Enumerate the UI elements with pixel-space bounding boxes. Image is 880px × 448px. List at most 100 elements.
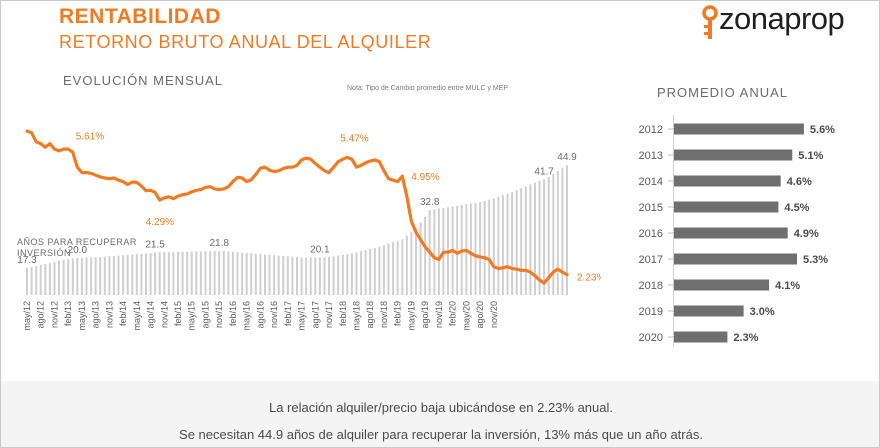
return-annotation: 5.47% <box>340 133 368 144</box>
return-annotation: 5.61% <box>76 131 104 142</box>
annual-category-label: 2018 <box>639 280 663 292</box>
years-bar <box>53 261 56 295</box>
years-bar <box>419 222 422 295</box>
years-bar <box>355 252 358 295</box>
years-bar <box>424 216 427 295</box>
monthly-section-label: EVOLUCIÓN MENSUAL <box>63 73 224 88</box>
years-bar <box>373 247 376 295</box>
years-value-label: 17.3 <box>17 255 37 266</box>
years-bar <box>259 254 262 295</box>
years-value-label: 21.5 <box>145 240 165 251</box>
x-tick-label: nov/20 <box>489 301 499 328</box>
years-bar <box>158 252 161 295</box>
x-tick-label: may/12 <box>22 301 32 331</box>
years-bar <box>305 257 308 295</box>
annual-value-label: 5.6% <box>810 124 835 136</box>
years-value-label: 21.8 <box>209 238 229 249</box>
years-bar <box>328 256 330 295</box>
x-tick-label: nov/17 <box>324 301 334 328</box>
x-tick-label: ago/20 <box>475 301 485 329</box>
years-value-label: 20.1 <box>310 244 330 255</box>
years-bar <box>245 253 248 295</box>
annual-category-label: 2016 <box>639 228 663 240</box>
years-bar <box>520 188 523 295</box>
years-bar <box>122 255 125 295</box>
annual-bar-chart: 2012 5.6% 2013 5.1% 2014 4.6% 2015 4.5% 2016 4.9%… <box>639 115 835 347</box>
years-bar <box>264 254 266 295</box>
years-bar <box>44 263 47 295</box>
annual-category-label: 2020 <box>639 332 663 344</box>
return-annotation: 4.29% <box>146 217 174 228</box>
years-bar <box>227 251 230 295</box>
years-bar <box>300 257 303 295</box>
years-bar <box>405 235 408 295</box>
years-bar <box>145 253 147 295</box>
years-bar <box>529 184 532 295</box>
years-bar <box>506 193 509 295</box>
years-bar <box>382 245 385 295</box>
years-bar <box>163 252 166 295</box>
years-value-label: 32.8 <box>420 197 440 208</box>
years-bar <box>80 257 83 295</box>
annual-value-label: 3.0% <box>750 306 775 318</box>
x-tick-label: feb/14 <box>118 301 128 326</box>
page-title: RENTABILIDAD <box>59 5 221 28</box>
years-bar <box>67 259 70 295</box>
annual-category-label: 2015 <box>639 202 663 214</box>
years-bar <box>218 251 221 295</box>
x-tick-label: nov/16 <box>269 301 279 328</box>
years-value-label: 41.7 <box>534 166 554 177</box>
annual-value-label: 4.5% <box>784 202 809 214</box>
years-bar <box>204 251 207 295</box>
annual-category-label: 2017 <box>639 254 663 266</box>
years-bar <box>286 256 289 295</box>
years-bar <box>26 267 28 295</box>
x-tick-label: may/14 <box>132 301 142 331</box>
years-bar <box>378 246 381 295</box>
years-bar <box>401 239 404 295</box>
years-bar <box>552 174 555 295</box>
years-bar <box>469 203 472 295</box>
years-bar <box>71 258 74 295</box>
years-bar <box>39 264 42 295</box>
years-bar <box>108 256 111 295</box>
footer-band <box>1 381 879 447</box>
monthly-chart: 17.3 20.0 21.5 21.8 20.1 32.8 41.744.9 5.61% 4.2… <box>17 129 601 331</box>
years-bar <box>456 205 459 295</box>
years-bar <box>241 252 244 295</box>
x-tick-label: feb/15 <box>173 301 183 326</box>
years-bar <box>296 257 298 295</box>
years-bar <box>250 253 253 295</box>
years-bar <box>497 196 500 295</box>
annual-bar <box>674 279 770 291</box>
years-bar <box>154 252 157 295</box>
annual-value-label: 5.1% <box>798 150 823 162</box>
years-bar <box>195 251 198 295</box>
years-bar <box>103 256 106 295</box>
years-bar <box>396 240 399 295</box>
years-bar <box>387 243 390 295</box>
annual-value-label: 5.3% <box>803 254 828 266</box>
logo-key-icon <box>702 5 718 39</box>
years-bar <box>85 257 88 295</box>
x-tick-label: may/18 <box>352 301 362 331</box>
x-tick-label: feb/20 <box>448 301 458 326</box>
years-bar <box>76 257 79 295</box>
years-bar <box>501 195 504 295</box>
annual-value-label: 2.3% <box>733 332 758 344</box>
annual-value-label: 4.1% <box>775 280 800 292</box>
years-bar <box>199 251 202 295</box>
page-subtitle: RETORNO BRUTO ANUAL DEL ALQUILER <box>59 32 432 52</box>
years-bar <box>314 257 317 295</box>
annual-bar <box>674 201 779 213</box>
years-bar <box>186 251 189 295</box>
years-bar <box>167 252 170 295</box>
years-bar <box>172 252 175 295</box>
annual-bar <box>674 331 728 343</box>
years-bar <box>62 260 65 295</box>
return-line <box>25 129 569 285</box>
years-bar <box>318 257 321 295</box>
years-bar <box>222 251 225 295</box>
years-bar <box>437 208 440 295</box>
years-bar <box>483 200 486 295</box>
